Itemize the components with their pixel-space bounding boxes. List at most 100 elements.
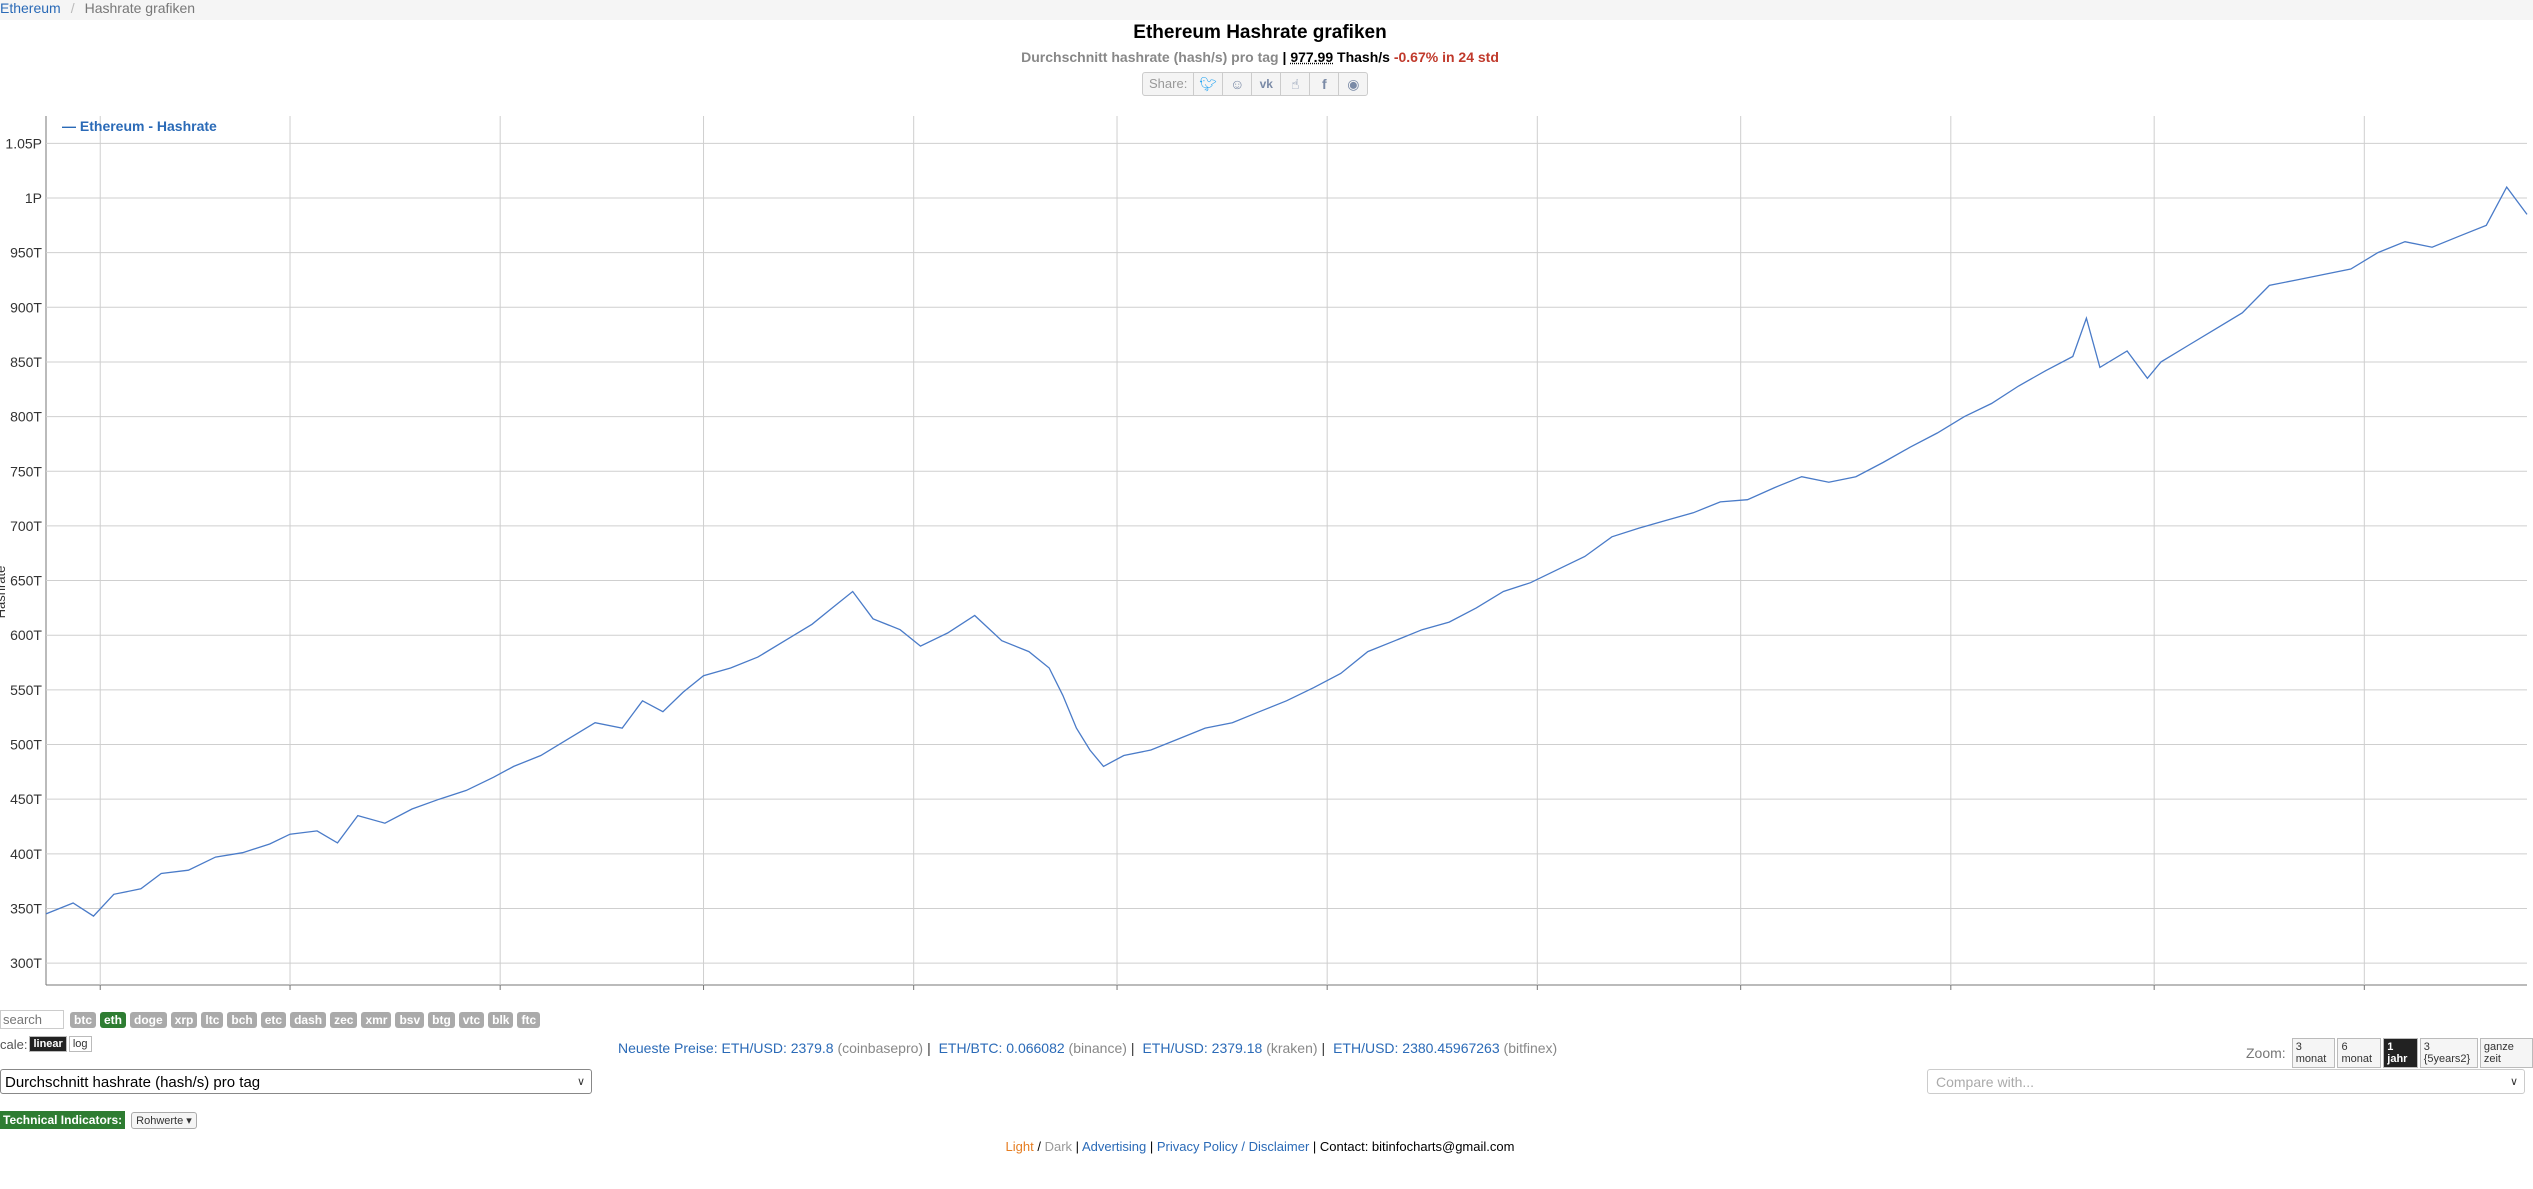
technical-indicators-label: Technical Indicators: (0, 1111, 126, 1129)
x-tick-label: Dec 2021 (2124, 991, 2184, 992)
x-tick-label: Nov 2021 (1921, 991, 1981, 992)
coin-ltc-button[interactable]: ltc (201, 1011, 224, 1028)
coin-list: btc eth doge xrp ltc bch etc dash zec xmr bsv btg vt… (70, 1011, 544, 1028)
compare-select[interactable]: Compare with... ∨ (1927, 1069, 2525, 1094)
latest-prices: Neueste Preise: ETH/USD: 2379.8 (coinbas… (618, 1040, 1558, 1056)
metric-select-value: Durchschnitt hashrate (hash/s) pro tag (5, 1074, 261, 1091)
theme-dark-link[interactable]: Dark (1044, 1139, 1073, 1154)
coin-btc-button[interactable]: btc (70, 1011, 96, 1028)
y-axis-ticks: 300T 350T 400T 450T 500T 550T 600T 650T 700T 750T… (5, 135, 42, 971)
y-tick-label: 600T (10, 627, 42, 643)
advertising-link[interactable]: Advertising (1081, 1139, 1147, 1154)
y-tick-label: 700T (10, 518, 42, 534)
x-tick-label: Jun 2021 (885, 991, 943, 992)
zoom-6-month-button[interactable]: 6 monat (2337, 1038, 2382, 1068)
x-axis-ticks: Feb 2021 Mar 2021 Apr 2021 May 2021 Jun 2021… (71, 985, 2394, 992)
subtitle-separator: | (1282, 49, 1287, 65)
y-tick-label: 900T (10, 299, 42, 315)
coin-bch-button[interactable]: bch (227, 1011, 257, 1028)
twitter-icon[interactable]: 🐦︎ (1194, 73, 1224, 95)
vk-icon[interactable]: vk (1252, 73, 1282, 95)
current-hashrate-unit: Thash/s (1337, 49, 1390, 65)
coin-dash-button[interactable]: dash (290, 1011, 327, 1028)
y-tick-label: 1.05P (5, 135, 42, 151)
breadcrumb-home-link[interactable]: Ethereum (0, 0, 61, 16)
hashrate-chart[interactable]: 300T 350T 400T 450T 500T 550T 600T 650T 700T 750T… (0, 112, 2533, 992)
breadcrumb-separator: / (70, 0, 75, 16)
y-tick-label: 950T (10, 245, 42, 261)
coin-bsv-button[interactable]: bsv (395, 1011, 425, 1028)
prices-label: Neueste Preise: (618, 1040, 718, 1056)
metric-select[interactable]: Durchschnitt hashrate (hash/s) pro tag ∨ (0, 1069, 592, 1094)
price-item[interactable]: ETH/BTC: 0.066082 (binance) (938, 1040, 1127, 1056)
x-tick-label: Jul 2021 (1091, 991, 1144, 992)
y-tick-label: 500T (10, 737, 42, 753)
coin-selector: btcethdogexrpltcbchetcdashzecxmrbsvbtgvt… (0, 1010, 544, 1029)
price-item[interactable]: ETH/USD: 2379.18 (kraken) (1142, 1040, 1318, 1056)
footer: Light / Dark | Advertising | Privacy Pol… (1005, 1139, 1515, 1154)
theme-light-link[interactable]: Light (1005, 1139, 1034, 1154)
y-tick-label: 450T (10, 791, 42, 807)
scale-linear-button[interactable]: linear (29, 1036, 67, 1052)
breadcrumb-current: Hashrate grafiken (84, 0, 196, 16)
coin-xrp-button[interactable]: xrp (170, 1011, 198, 1028)
coin-eth-button[interactable]: eth (100, 1011, 126, 1028)
y-tick-label: 750T (10, 463, 42, 479)
subtitle-label: Durchschnitt hashrate (hash/s) pro tag (1021, 49, 1279, 65)
reddit-icon[interactable]: ☺ (1223, 73, 1253, 95)
coin-ftc-button[interactable]: ftc (517, 1011, 541, 1028)
chevron-down-icon: ∨ (576, 1076, 585, 1088)
y-tick-label: 300T (10, 955, 42, 971)
coin-zec-button[interactable]: zec (330, 1011, 358, 1028)
coin-xmr-button[interactable]: xmr (361, 1011, 392, 1028)
weibo-icon[interactable]: ◉ (1347, 76, 1360, 92)
zoom-1-year-button[interactable]: 1 jahr (2383, 1038, 2418, 1068)
contact-text: Contact: bitinfocharts@gmail.com (1319, 1139, 1515, 1154)
coin-vtc-button[interactable]: vtc (458, 1011, 485, 1028)
scale-selector: cale: linear log (0, 1036, 92, 1052)
y-tick-label: 350T (10, 900, 42, 916)
zoom-all-time-button[interactable]: ganze zeit (2479, 1038, 2533, 1068)
chart-grid (45, 116, 2527, 986)
technical-indicators: Technical Indicators: Rohwerte ▾ (0, 1111, 197, 1129)
price-item[interactable]: ETH/USD: 2379.8 (coinbasepro) (721, 1040, 924, 1056)
zoom-3-years-button[interactable]: 3 {5years2} (2419, 1038, 2478, 1068)
hashrate-change: -0.67% in 24 std (1393, 49, 1499, 65)
scale-log-button[interactable]: log (68, 1036, 92, 1052)
breadcrumb: Ethereum / Hashrate grafiken (0, 0, 2533, 20)
y-tick-label: 550T (10, 682, 42, 698)
hashrate-series-line (45, 185, 2528, 917)
y-tick-label: 800T (10, 409, 42, 425)
technical-indicators-dropdown[interactable]: Rohwerte ▾ (131, 1111, 197, 1129)
price-item[interactable]: ETH/USD: 2380.45967263 (bitfinex) (1333, 1040, 1558, 1056)
y-tick-label: 650T (10, 573, 42, 589)
privacy-link[interactable]: Privacy Policy / Disclaimer (1156, 1139, 1310, 1154)
x-tick-label: Jan 2022 (2336, 991, 2394, 992)
y-tick-label: 850T (10, 354, 42, 370)
share-bar: Share: 🐦︎ ☺ vk ☝ f ◉ (1142, 72, 1369, 96)
zoom-label: Zoom: (2246, 1045, 2286, 1061)
coin-search-input[interactable] (0, 1010, 64, 1029)
x-tick-label: Sep 2021 (1507, 991, 1567, 992)
share-label: Share: (1143, 73, 1195, 95)
x-tick-label: Oct 2021 (1712, 991, 1769, 992)
x-tick-label: Apr 2021 (472, 991, 529, 992)
chart-legend[interactable]: — Ethereum - Hashrate (62, 118, 217, 134)
coin-btg-button[interactable]: btg (428, 1011, 455, 1028)
coin-etc-button[interactable]: etc (260, 1011, 287, 1028)
x-tick-label: May 2021 (673, 991, 735, 992)
x-tick-label: Feb 2021 (71, 991, 130, 992)
y-axis-label: Hashrate (0, 566, 8, 619)
compare-select-placeholder: Compare with... (1936, 1074, 2035, 1090)
y-tick-label: 1P (25, 190, 42, 206)
coin-blk-button[interactable]: blk (488, 1011, 514, 1028)
page-title: Ethereum Hashrate grafiken (1133, 22, 1387, 43)
zoom-3-month-button[interactable]: 3 monat (2291, 1038, 2336, 1068)
facebook-icon[interactable]: f (1310, 73, 1340, 95)
like-icon[interactable]: ☝ (1281, 73, 1311, 95)
coin-doge-button[interactable]: doge (130, 1011, 167, 1028)
x-tick-label: Aug 2021 (1297, 991, 1357, 992)
scale-label: cale: (0, 1036, 28, 1052)
zoom-selector: Zoom: 3 monat 6 monat 1 jahr 3 {5years2}… (2246, 1038, 2533, 1068)
current-hashrate-value: 977.99 (1290, 49, 1334, 65)
